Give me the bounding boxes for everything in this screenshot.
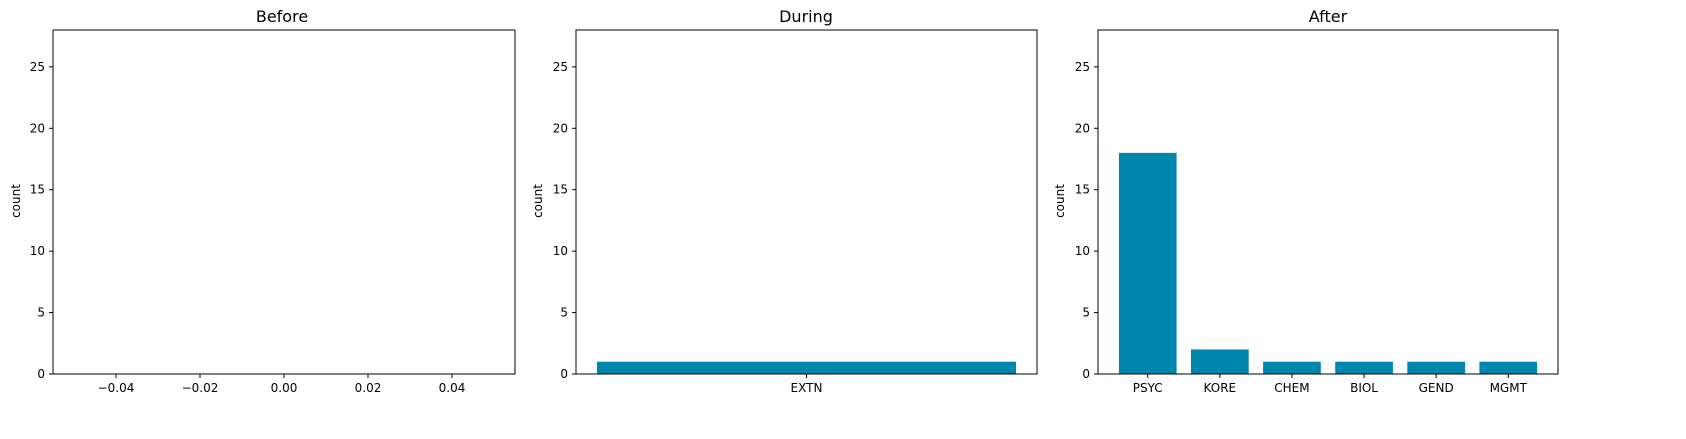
bar-mgmt xyxy=(1479,361,1538,374)
chart-panel-after: After count 0 5 10 15 20 25 PSYC KORE CHEM BIOL GE… xyxy=(1053,7,1559,395)
x-tick-label: 0.00 xyxy=(271,381,298,395)
x-tick-label: CHEM xyxy=(1274,381,1309,395)
chart-title: During xyxy=(779,7,833,26)
y-tick-label: 25 xyxy=(553,60,568,74)
chart-panel-during: During count 0 5 10 15 20 25 EXTN xyxy=(531,7,1038,395)
bar-chem xyxy=(1263,361,1321,374)
y-tick-label: 15 xyxy=(1075,183,1090,197)
y-axis-label: count xyxy=(531,184,545,218)
y-tick-label: 20 xyxy=(30,121,45,135)
bar-extn xyxy=(596,361,1017,374)
y-tick-label: 15 xyxy=(553,183,568,197)
y-tick-label: 25 xyxy=(30,60,45,74)
chart-title: After xyxy=(1309,7,1348,26)
axes-frame xyxy=(1097,29,1559,375)
y-tick-label: 20 xyxy=(553,121,568,135)
bar-biol xyxy=(1335,361,1393,374)
y-tick-label: 5 xyxy=(560,306,568,320)
y-tick-label: 0 xyxy=(1082,367,1090,381)
axes-frame xyxy=(52,29,516,375)
x-tick-label: KORE xyxy=(1204,381,1237,395)
plot-area: 0 5 10 15 20 25 EXTN xyxy=(553,60,1017,395)
bar-kore xyxy=(1191,349,1249,374)
chart-panel-before: Before count 0 5 10 15 20 25 −0.04 −0.02 0.00 0.0… xyxy=(9,7,516,395)
y-tick-label: 0 xyxy=(560,367,568,381)
bar-psyc xyxy=(1118,152,1177,374)
x-tick-label: 0.02 xyxy=(355,381,382,395)
y-tick-label: 5 xyxy=(1082,306,1090,320)
plot-area: 0 5 10 15 20 25 −0.04 −0.02 0.00 0.02 0.04 xyxy=(30,60,466,395)
x-tick-label: MGMT xyxy=(1490,381,1528,395)
chart-title: Before xyxy=(256,7,308,26)
y-tick-label: 5 xyxy=(37,306,45,320)
y-axis-label: count xyxy=(1053,184,1067,218)
y-tick-label: 10 xyxy=(1075,244,1090,258)
y-tick-label: 0 xyxy=(37,367,45,381)
y-tick-label: 15 xyxy=(30,183,45,197)
x-tick-label: EXTN xyxy=(791,381,823,395)
y-tick-label: 25 xyxy=(1075,60,1090,74)
y-axis-label: count xyxy=(9,184,23,218)
y-tick-label: 20 xyxy=(1075,121,1090,135)
plot-area: 0 5 10 15 20 25 PSYC KORE CHEM BIOL GEND MGMT xyxy=(1075,60,1538,395)
x-tick-label: BIOL xyxy=(1350,381,1378,395)
x-tick-label: GEND xyxy=(1419,381,1454,395)
x-tick-label: −0.02 xyxy=(182,381,219,395)
axes-frame xyxy=(575,29,1038,375)
x-tick-label: −0.04 xyxy=(98,381,135,395)
y-tick-label: 10 xyxy=(553,244,568,258)
x-tick-label: PSYC xyxy=(1133,381,1163,395)
bar-gend xyxy=(1407,361,1465,374)
x-tick-label: 0.04 xyxy=(439,381,466,395)
y-tick-label: 10 xyxy=(30,244,45,258)
